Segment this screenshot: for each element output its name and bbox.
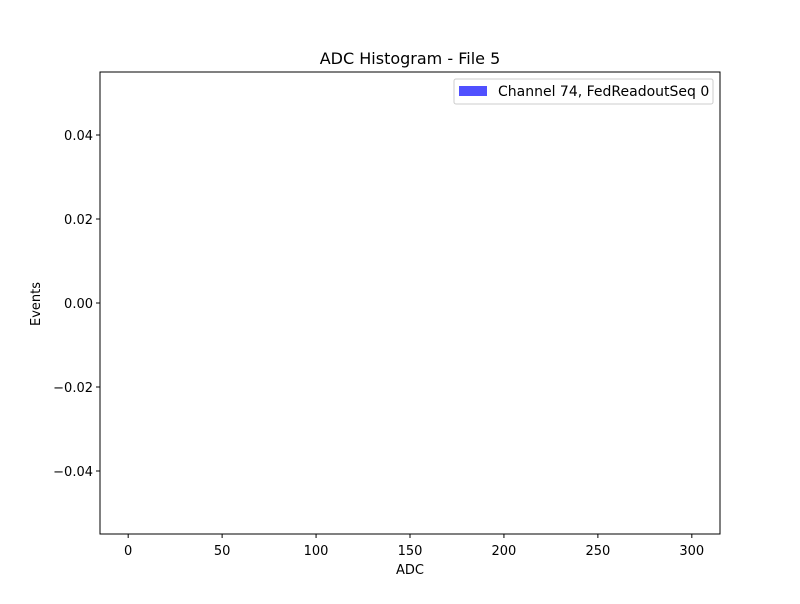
x-tick-label: 250 [585,544,610,559]
x-axis-label: ADC [396,563,424,578]
y-tick-label: 0.00 [64,297,93,312]
legend: Channel 74, FedReadoutSeq 0 [453,78,714,105]
y-axis-label: Events [29,282,44,326]
y-tick-label: −0.04 [53,465,93,480]
x-tick-label: 50 [214,544,231,559]
y-tick-label: 0.04 [64,129,93,144]
legend-label: Channel 74, FedReadoutSeq 0 [498,84,709,100]
y-tick-label: 0.02 [64,213,93,228]
x-tick-label: 300 [679,544,704,559]
x-tick-label: 0 [124,544,132,559]
x-tick-label: 100 [304,544,329,559]
x-tick-label: 150 [398,544,423,559]
legend-frame [453,78,714,105]
x-tick-label: 200 [492,544,517,559]
y-axis-ticks: −0.04 −0.02 0.00 0.02 0.04 [53,129,100,480]
plot-area [99,71,721,535]
legend-swatch [459,86,487,96]
x-axis-ticks: 0 50 100 150 200 250 300 [124,534,704,559]
y-tick-label: −0.02 [53,381,93,396]
chart-title: ADC Histogram - File 5 [320,49,501,68]
